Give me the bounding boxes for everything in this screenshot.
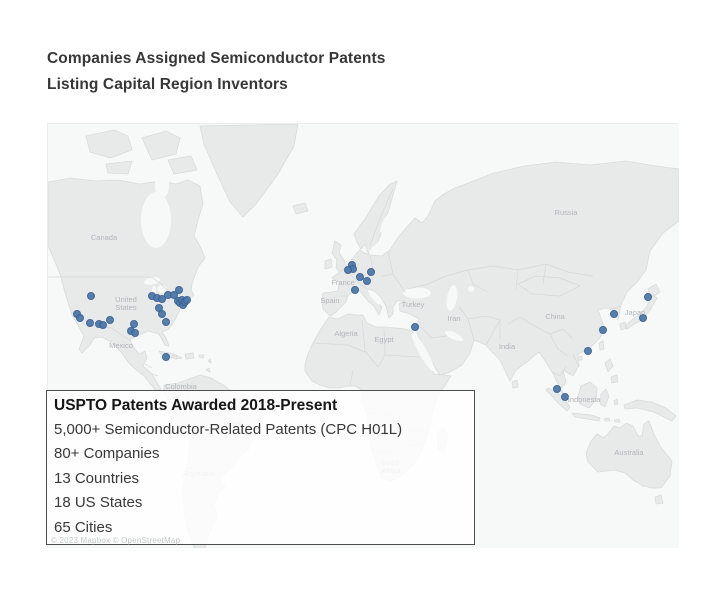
city-point[interactable]: [131, 329, 139, 337]
landmass-borneo: [577, 381, 598, 409]
city-point[interactable]: [367, 268, 375, 276]
country-label: China: [545, 312, 565, 321]
landmass-arctic-islands: [85, 129, 198, 175]
city-point[interactable]: [183, 296, 191, 304]
landmass-tasmania: [654, 494, 664, 505]
city-point[interactable]: [639, 314, 647, 322]
landmass-java: [571, 412, 601, 422]
annotation-infobox: USPTO Patents Awarded 2018-Present 5,000…: [46, 390, 475, 545]
country-label: Algeria: [334, 329, 358, 338]
landmass-philippines: [604, 358, 619, 384]
city-point[interactable]: [87, 292, 95, 300]
infobox-heading: USPTO Patents Awarded 2018-Present: [54, 397, 338, 414]
city-point[interactable]: [86, 319, 94, 327]
country-label: Iran: [447, 314, 461, 323]
city-point[interactable]: [76, 314, 84, 322]
country-label: Turkey: [401, 300, 425, 309]
city-point[interactable]: [584, 347, 592, 355]
landmass-eurasia: [321, 160, 679, 399]
landmass-sumatra: [545, 387, 571, 412]
country-label: United States: [115, 295, 137, 312]
city-point[interactable]: [158, 295, 166, 303]
landmass-hainan: [577, 355, 583, 361]
city-point[interactable]: [411, 323, 419, 331]
country-label: Mexico: [109, 341, 133, 350]
country-label: Canada: [90, 233, 118, 242]
country-label: Spain: [320, 296, 340, 305]
country-label: India: [498, 342, 516, 351]
landmass-new-guinea: [623, 399, 677, 422]
city-point[interactable]: [158, 310, 166, 318]
infobox-line: 65 Cities: [54, 518, 113, 536]
city-point[interactable]: [363, 277, 371, 285]
infobox-line: 18 US States: [54, 494, 143, 512]
landmass-uk: [331, 240, 347, 273]
landmass-iceland: [292, 202, 309, 215]
landmass-sulawesi: [599, 388, 610, 408]
city-point[interactable]: [553, 385, 561, 393]
city-point[interactable]: [644, 293, 652, 301]
country-label: Indonesia: [567, 395, 601, 404]
country-label: Australia: [614, 448, 644, 457]
city-point[interactable]: [561, 393, 569, 401]
landmass-sri-lanka: [511, 379, 519, 389]
infobox-line: 80+ Companies: [54, 445, 160, 463]
infobox-line: 5,000+ Semiconductor-Related Patents (CP…: [54, 421, 403, 438]
landmass-australia: [585, 420, 673, 489]
city-point[interactable]: [162, 318, 170, 326]
map-attribution-link[interactable]: © 2023 Mapbox © OpenStreetMap: [51, 536, 181, 545]
landmass-greenland: [199, 124, 299, 218]
country-label: Russia: [554, 208, 578, 217]
city-point[interactable]: [162, 353, 170, 361]
landmass-ireland: [324, 258, 333, 270]
infobox-lines: 5,000+ Semiconductor-Related Patents (CP…: [54, 418, 466, 540]
country-label: Egypt: [374, 335, 394, 344]
landmass-caribbean: [158, 350, 212, 373]
city-point[interactable]: [351, 286, 359, 294]
city-point[interactable]: [610, 310, 618, 318]
city-point[interactable]: [99, 321, 107, 329]
city-point[interactable]: [344, 266, 352, 274]
city-point[interactable]: [106, 316, 114, 324]
infobox-line: 13 Countries: [54, 469, 140, 487]
country-label: France: [331, 278, 355, 287]
city-point[interactable]: [175, 286, 183, 294]
landmass-taiwan: [598, 340, 605, 351]
city-point[interactable]: [599, 326, 607, 334]
landmass-lesser-sunda: [603, 398, 621, 423]
viz-title: Companies Assigned Semiconductor Patents…: [47, 46, 385, 97]
viz-title-line2: Listing Capital Region Inventors: [47, 75, 288, 93]
viz-title-line1: Companies Assigned Semiconductor Patents: [47, 50, 386, 67]
